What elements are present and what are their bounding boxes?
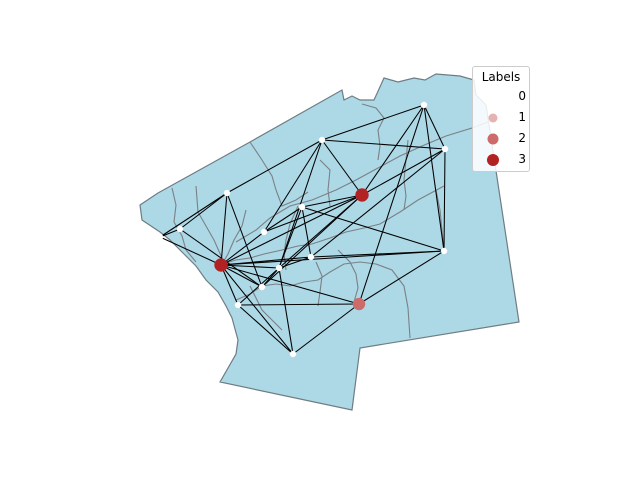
legend-label: 2 [518,131,526,145]
graph-node [298,203,306,211]
node-layer [156,101,449,358]
graph-edge [278,267,294,355]
graph-edge [220,250,445,266]
graph-edge [301,194,363,208]
graph-edge [220,264,294,355]
edge-layer [159,104,446,355]
graph-node [156,233,164,241]
boundary-line [221,185,445,265]
legend-item: 3 [473,150,531,170]
graph-edge [263,206,303,233]
legend-swatch [487,154,499,166]
graph-edge [301,206,445,252]
graph-edge [237,304,294,355]
boundary-line [361,103,385,161]
graph-edge [226,192,263,288]
legend-swatch [488,113,498,123]
legend-swatch [487,133,499,145]
legend-title: Labels [481,70,521,84]
graph-node [307,253,315,261]
graph-node [234,301,242,309]
graph-edge [423,104,446,150]
graph-node [258,283,266,291]
graph-node [223,189,231,197]
boundary-line [221,209,247,265]
graph-edge [220,264,263,288]
boundary-line [315,261,323,307]
graph-edge [321,139,363,196]
graph-node [176,225,184,233]
boundary-line [319,159,331,207]
graph-edge [159,192,228,238]
graph-edge [220,231,265,266]
graph-edge [423,104,445,252]
graph-edge [220,192,228,266]
graph-edge [278,139,323,269]
graph-edge [179,228,263,288]
graph-edge [220,194,363,266]
graph-edge [220,264,360,305]
graph-edge [220,264,280,269]
graph-edge [159,228,181,238]
graph-edge [358,104,425,305]
graph-edge [358,250,445,305]
boundary-line [195,185,223,259]
graph-edge [237,303,360,306]
boundary-line [235,261,411,339]
legend-item: 2 [473,129,531,149]
graph-node [214,258,228,272]
graph-node [318,136,326,144]
legend-item: 0 [473,87,531,107]
boundary-line [403,139,409,211]
legend-label: 1 [518,110,526,124]
graph-edge [278,206,303,269]
graph-node [275,264,283,272]
graph-edge [179,192,228,230]
graph-edge [261,194,363,288]
legend-swatch [490,94,496,100]
boundary-line [249,141,309,207]
boundary-line [249,285,283,331]
graph-edge [443,148,446,252]
graph-edge [321,139,446,150]
graph-node [289,350,297,358]
graph-edge [263,139,323,233]
legend-label: 3 [518,152,526,166]
legend-item: 1 [473,108,531,128]
graph-edge [292,303,360,355]
graph-edge [361,148,446,196]
graph-edge [237,267,280,306]
graph-edge [159,236,222,266]
graph-edge [220,256,312,266]
graph-edge [361,104,425,196]
graph-node [355,188,369,202]
graph-edge [301,206,312,258]
boundary-line [235,121,489,243]
graph-edge [310,148,446,258]
legend-label: 0 [518,89,526,103]
graph-edge [321,104,425,141]
graph-node [420,101,428,109]
legend: Labels 0 1 2 3 [472,66,530,172]
boundary-line [337,249,359,303]
graph-node [352,297,366,311]
graph-node [260,228,268,236]
graph-node [440,247,448,255]
graph-edge [263,194,363,233]
graph-node [441,145,449,153]
graph-edge [220,264,239,306]
graph-edge [226,139,323,194]
